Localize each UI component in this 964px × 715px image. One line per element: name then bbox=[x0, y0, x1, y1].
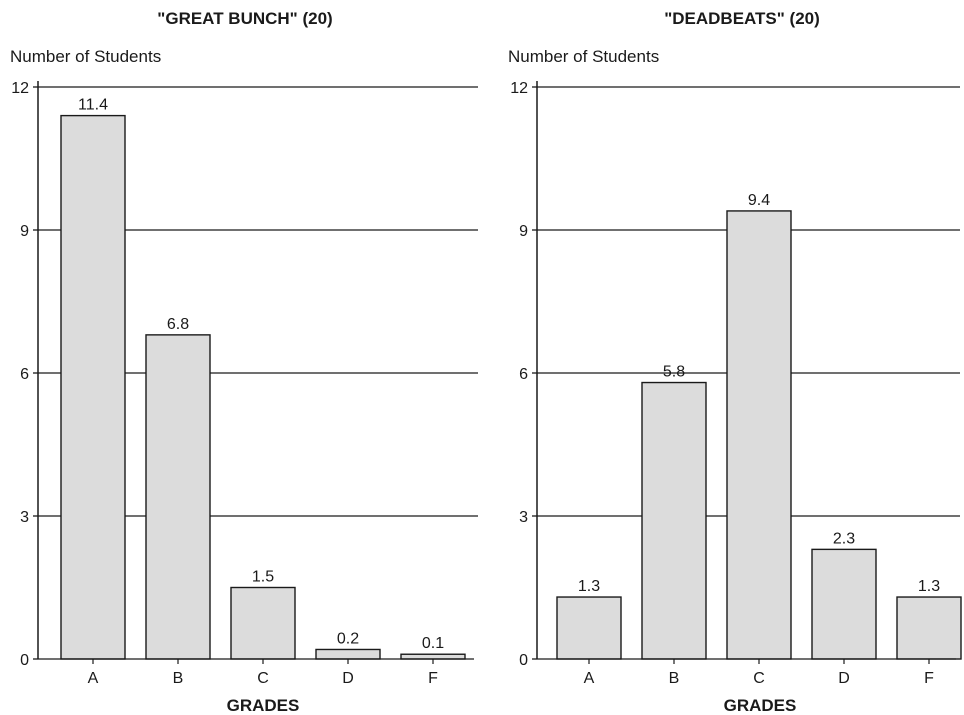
x-tick-label: F bbox=[924, 670, 934, 687]
x-axis-label: GRADES bbox=[227, 696, 300, 715]
y-axis-label: Number of Students bbox=[10, 47, 161, 66]
y-axis-label: Number of Students bbox=[508, 47, 659, 66]
y-tick-label: 9 bbox=[519, 223, 528, 240]
y-tick-label: 0 bbox=[519, 652, 528, 669]
tick-and-data-labels: 0 3 6 9 12 1.3 A 5.8 B 9.4 C 2.3 D 1.3 F bbox=[510, 80, 940, 687]
x-tick-label: B bbox=[173, 670, 184, 687]
bar-D bbox=[811, 548, 877, 660]
x-tick-label: B bbox=[669, 670, 680, 687]
y-tick-label: 6 bbox=[519, 366, 528, 383]
bar-C bbox=[726, 210, 792, 660]
chart-title: "DEADBEATS" (20) bbox=[664, 9, 820, 28]
data-label-D: 2.3 bbox=[833, 530, 855, 547]
y-tick-label: 6 bbox=[20, 366, 29, 383]
y-tick-label: 12 bbox=[11, 80, 29, 97]
x-tick-label: D bbox=[838, 670, 850, 687]
x-tick-label: C bbox=[257, 670, 269, 687]
y-tick-label: 3 bbox=[519, 509, 528, 526]
y-tick-label: 3 bbox=[20, 509, 29, 526]
chart-panel-great-bunch: "GREAT BUNCH" (20) Number of Students GR… bbox=[10, 9, 478, 715]
y-tick-label: 9 bbox=[20, 223, 29, 240]
bar-C bbox=[230, 586, 296, 660]
x-tick-label: A bbox=[88, 670, 99, 687]
data-label-A: 11.4 bbox=[78, 97, 108, 114]
y-tick-label: 0 bbox=[20, 652, 29, 669]
data-label-B: 6.8 bbox=[167, 316, 189, 333]
axes bbox=[33, 81, 474, 664]
bar-B bbox=[641, 381, 707, 660]
data-label-D: 0.2 bbox=[337, 630, 359, 647]
data-label-F: 0.1 bbox=[422, 635, 444, 652]
data-label-F: 1.3 bbox=[918, 578, 940, 595]
bar-F bbox=[896, 596, 962, 660]
data-label-A: 1.3 bbox=[578, 578, 600, 595]
data-label-C: 1.5 bbox=[252, 569, 274, 586]
chart-panel-deadbeats: "DEADBEATS" (20) Number of Students GRAD… bbox=[508, 9, 962, 715]
chart-title: "GREAT BUNCH" (20) bbox=[157, 9, 332, 28]
bar-A bbox=[60, 114, 126, 660]
axes bbox=[532, 81, 956, 664]
bar-F bbox=[400, 653, 466, 660]
bar-A bbox=[556, 596, 622, 660]
bar-B bbox=[145, 334, 211, 660]
x-tick-label: F bbox=[428, 670, 438, 687]
x-tick-label: A bbox=[584, 670, 595, 687]
data-label-C: 9.4 bbox=[748, 192, 770, 209]
tick-and-data-labels: 0 3 6 9 12 11.4 A 6.8 B 1.5 C 0.2 D 0.1 F bbox=[11, 80, 444, 687]
bar-D bbox=[315, 648, 381, 660]
data-label-B: 5.8 bbox=[663, 364, 685, 381]
x-axis-label: GRADES bbox=[724, 696, 797, 715]
y-tick-label: 12 bbox=[510, 80, 528, 97]
x-tick-label: C bbox=[753, 670, 765, 687]
bars bbox=[556, 210, 962, 660]
x-tick-label: D bbox=[342, 670, 354, 687]
